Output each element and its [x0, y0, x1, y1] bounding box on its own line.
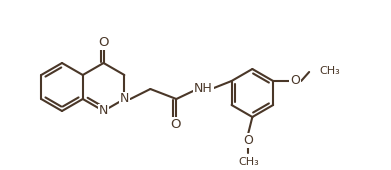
- Text: CH₃: CH₃: [319, 66, 340, 76]
- Text: O: O: [170, 118, 181, 132]
- Text: NH: NH: [194, 82, 213, 96]
- Text: O: O: [290, 74, 300, 88]
- Text: O: O: [244, 133, 253, 147]
- Text: N: N: [99, 105, 108, 117]
- Text: CH₃: CH₃: [238, 157, 259, 167]
- Text: O: O: [98, 36, 109, 48]
- Text: N: N: [120, 92, 129, 106]
